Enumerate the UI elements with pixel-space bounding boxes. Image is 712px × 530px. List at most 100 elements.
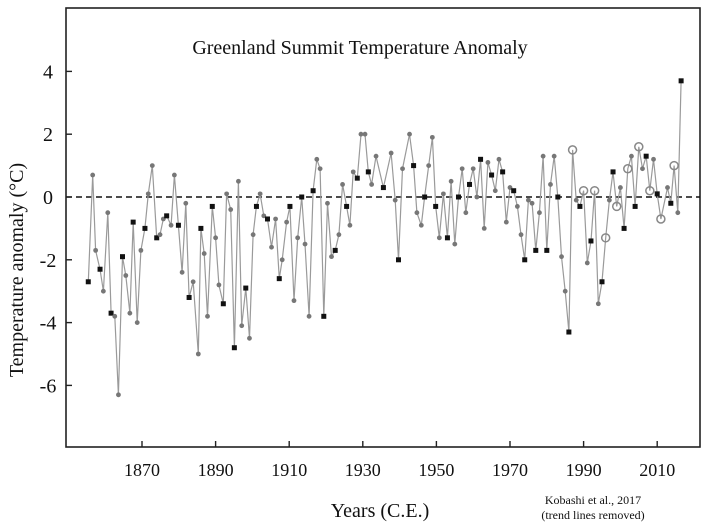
data-point xyxy=(228,207,234,212)
data-point xyxy=(253,203,259,209)
data-point xyxy=(130,219,136,225)
data-point xyxy=(247,335,252,341)
data-point xyxy=(264,216,270,222)
data-point xyxy=(418,222,424,228)
data-point xyxy=(481,226,487,231)
data-point xyxy=(179,269,185,275)
data-point xyxy=(231,345,237,351)
data-point xyxy=(433,203,439,209)
data-point xyxy=(168,222,174,228)
x-tick-label: 1970 xyxy=(492,460,528,480)
y-axis-label: Temperature anomaly (°C) xyxy=(6,163,28,377)
data-point xyxy=(577,203,583,209)
data-point xyxy=(186,294,192,300)
data-point xyxy=(123,273,129,278)
data-point xyxy=(429,134,435,140)
data-point xyxy=(119,254,125,260)
data-point xyxy=(589,185,600,196)
data-point xyxy=(562,288,568,294)
data-point xyxy=(621,225,627,231)
data-point xyxy=(340,182,345,187)
data-point xyxy=(503,219,509,225)
x-tick-label: 1910 xyxy=(271,460,307,480)
y-tick-label: 4 xyxy=(43,61,53,83)
x-tick-label: 1990 xyxy=(566,460,602,480)
y-axis-ticks: 4 2 0 -2 -4 -6 xyxy=(40,61,72,397)
data-point xyxy=(321,313,327,319)
data-point xyxy=(665,185,670,190)
data-point xyxy=(537,210,542,216)
data-point xyxy=(467,181,473,187)
data-point xyxy=(332,247,338,253)
data-point xyxy=(533,247,539,253)
data-point xyxy=(291,298,297,304)
data-point xyxy=(347,222,353,228)
data-point xyxy=(573,197,579,203)
data-point xyxy=(90,172,96,178)
data-point xyxy=(459,166,465,172)
data-point xyxy=(522,257,528,263)
data-point xyxy=(134,320,140,325)
y-tick-label: 2 xyxy=(43,124,53,146)
data-point xyxy=(108,310,114,316)
data-point xyxy=(209,203,215,209)
data-point xyxy=(474,194,480,200)
data-point xyxy=(651,156,656,162)
x-axis-ticks: 1870 1890 1910 1930 1950 1970 1990 2010 xyxy=(124,441,675,480)
data-point xyxy=(220,301,226,307)
data-point xyxy=(105,210,111,216)
x-tick-label: 2010 xyxy=(639,460,675,480)
data-point xyxy=(145,191,151,197)
data-point xyxy=(317,166,323,172)
y-tick-label: -2 xyxy=(40,250,57,272)
data-point xyxy=(329,254,334,260)
data-point xyxy=(85,279,91,285)
data-point xyxy=(273,216,278,222)
data-point xyxy=(606,197,612,203)
data-point xyxy=(205,313,210,319)
data-point xyxy=(213,235,219,241)
data-point xyxy=(336,232,342,238)
y-tick-label: -4 xyxy=(40,313,57,335)
data-point xyxy=(595,301,601,307)
y-tick-label: -6 xyxy=(40,375,57,397)
data-point xyxy=(470,166,476,172)
data-point xyxy=(284,219,290,225)
data-point xyxy=(190,279,196,285)
data-point xyxy=(610,169,616,175)
data-point xyxy=(656,214,666,224)
data-point xyxy=(426,163,432,169)
data-point xyxy=(411,163,417,169)
data-point xyxy=(175,222,181,228)
data-point xyxy=(566,329,572,335)
data-point xyxy=(514,204,520,209)
data-point xyxy=(171,172,177,178)
data-point xyxy=(611,201,622,212)
data-point xyxy=(257,191,263,197)
data-point xyxy=(414,210,420,216)
data-point xyxy=(243,285,249,291)
data-point xyxy=(127,310,133,316)
data-point xyxy=(669,160,679,171)
data-point xyxy=(478,156,484,162)
data-point xyxy=(618,185,623,190)
data-point xyxy=(496,156,502,162)
data-point xyxy=(544,247,550,253)
data-point xyxy=(567,145,578,155)
data-point xyxy=(299,194,305,200)
data-point xyxy=(149,163,155,169)
data-point xyxy=(295,235,301,241)
data-point xyxy=(276,276,282,282)
data-point xyxy=(142,225,148,231)
data-point xyxy=(239,323,245,329)
x-tick-label: 1950 xyxy=(418,460,454,480)
data-point xyxy=(269,244,274,250)
data-point xyxy=(183,200,189,206)
x-axis-label: Years (C.E.) xyxy=(331,500,430,522)
data-point xyxy=(358,131,364,137)
data-point xyxy=(444,235,450,241)
data-point xyxy=(492,188,498,194)
chart-title: Greenland Summit Temperature Anomaly xyxy=(192,37,527,59)
data-point xyxy=(500,169,506,175)
data-point xyxy=(511,188,517,194)
